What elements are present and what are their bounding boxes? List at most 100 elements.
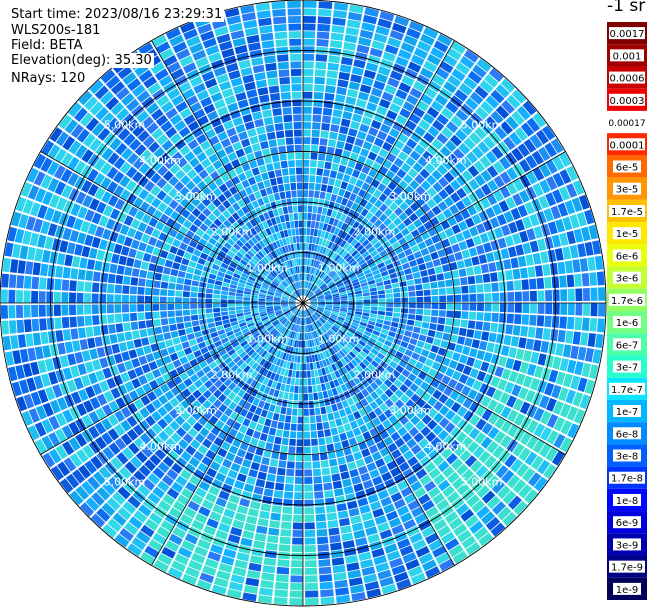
range-gate-cell: [238, 172, 247, 182]
range-gate-cell: [370, 119, 382, 130]
range-gate-cell: [277, 207, 284, 216]
range-gate-cell: [289, 298, 296, 301]
range-gate-cell: [443, 434, 455, 446]
range-gate-cell: [173, 375, 183, 386]
range-gate-cell: [446, 491, 460, 504]
range-gate-cell: [321, 367, 327, 376]
range-gate-cell: [158, 152, 171, 164]
ppi-rays: [0, 0, 606, 606]
range-gate-cell: [453, 523, 468, 537]
range-gate-cell: [61, 425, 74, 439]
range-gate-cell: [49, 399, 61, 414]
range-gate-cell: [126, 193, 137, 205]
range-gate-cell: [328, 201, 335, 210]
range-gate-cell: [355, 401, 364, 410]
range-gate-cell: [415, 546, 430, 558]
range-gate-cell: [275, 581, 289, 590]
range-gate-cell: [157, 461, 170, 474]
range-gate-cell: [533, 407, 545, 422]
range-gate-cell: [235, 182, 244, 192]
range-gate-cell: [289, 38, 302, 46]
range-gate-cell: [229, 314, 237, 319]
range-gate-cell: [183, 62, 197, 74]
range-gate-cell: [226, 127, 237, 137]
range-gate-cell: [193, 163, 205, 174]
range-gate-cell: [387, 181, 397, 191]
range-gate-cell: [63, 457, 77, 472]
range-gate-cell: [364, 7, 380, 18]
range-gate-cell: [271, 318, 278, 324]
range-gate-cell: [510, 257, 519, 269]
range-gate-cell: [259, 94, 270, 103]
range-gate-cell: [380, 360, 389, 369]
range-gate-cell: [246, 368, 254, 376]
range-gate-cell: [288, 330, 293, 338]
range-gate-cell: [316, 384, 322, 392]
range-gate-cell: [233, 455, 244, 465]
range-gate-cell: [233, 355, 242, 364]
range-gate-cell: [247, 279, 255, 284]
range-gate-cell: [334, 344, 341, 352]
range-gate-cell: [278, 239, 284, 247]
range-gate-cell: [455, 129, 468, 142]
range-gate-cell: [267, 253, 274, 261]
range-gate-cell: [345, 267, 353, 274]
range-gate-cell: [275, 310, 282, 314]
range-gate-cell: [307, 325, 311, 332]
range-gate-cell: [255, 242, 263, 250]
range-gate-cell: [490, 322, 499, 333]
range-gate-cell: [313, 286, 319, 293]
range-gate-cell: [55, 225, 65, 239]
range-gate-cell: [303, 122, 312, 129]
range-gate-cell: [250, 370, 258, 379]
range-gate-cell: [325, 278, 332, 284]
range-gate-cell: [326, 185, 334, 193]
range-gate-cell: [236, 348, 245, 355]
range-gate-cell: [462, 423, 474, 435]
colorbar-tick-label: 0.0017: [610, 29, 645, 40]
range-gate-cell: [344, 381, 352, 390]
range-gate-cell: [200, 96, 213, 108]
range-gate-cell: [476, 284, 484, 293]
range-gate-cell: [60, 168, 73, 183]
range-gate-cell: [237, 389, 246, 398]
range-gate-cell: [342, 336, 350, 343]
range-gate-cell: [487, 426, 500, 440]
range-gate-cell: [394, 410, 404, 420]
range-gate-cell: [261, 457, 270, 466]
range-gate-cell: [581, 317, 590, 331]
range-gate-cell: [305, 289, 308, 296]
range-gate-cell: [391, 282, 400, 289]
range-gate-cell: [512, 325, 521, 336]
range-gate-cell: [207, 394, 217, 404]
range-gate-cell: [259, 309, 266, 313]
range-gate-cell: [287, 0, 301, 8]
range-gate-cell: [130, 218, 141, 230]
range-gate-cell: [416, 303, 424, 309]
range-gate-cell: [333, 299, 340, 302]
range-gate-cell: [291, 354, 295, 363]
ppi-grid: [0, 0, 607, 607]
range-gate-cell: [113, 243, 123, 254]
range-gate-cell: [326, 77, 337, 86]
range-gate-cell: [277, 54, 289, 62]
range-gate-cell: [291, 331, 296, 339]
range-gate-cell: [177, 382, 187, 392]
range-gate-cell: [512, 359, 522, 372]
range-gate-cell: [379, 203, 388, 213]
range-gate-cell: [337, 425, 345, 434]
range-gate-cell: [303, 281, 306, 288]
range-gate-cell: [199, 319, 207, 325]
range-gate-cell: [317, 306, 325, 309]
range-gate-cell: [237, 199, 246, 208]
range-gate-cell: [257, 518, 269, 527]
range-gate-cell: [408, 291, 416, 297]
range-gate-cell: [213, 454, 224, 465]
range-gate-cell: [92, 359, 102, 371]
range-gate-cell: [444, 184, 455, 196]
range-gate-cell: [138, 42, 154, 56]
colorbar-label-bg: [609, 27, 645, 40]
range-gate-cell: [447, 216, 457, 227]
range-gate-cell: [324, 92, 335, 101]
range-gate-cell: [273, 365, 279, 373]
